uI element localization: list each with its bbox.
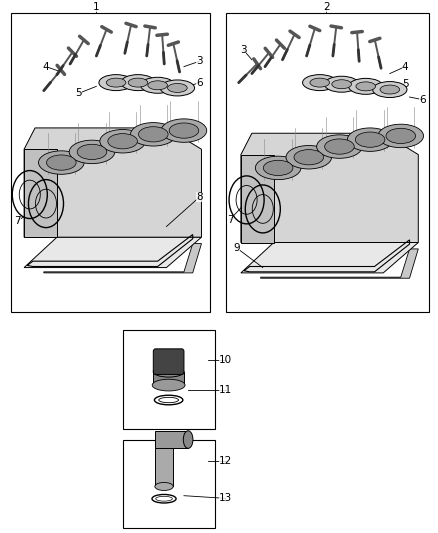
Ellipse shape bbox=[148, 81, 167, 90]
Text: 9: 9 bbox=[233, 243, 240, 253]
Text: 10: 10 bbox=[219, 355, 232, 365]
Polygon shape bbox=[44, 244, 201, 273]
Ellipse shape bbox=[373, 82, 407, 98]
Ellipse shape bbox=[168, 84, 187, 92]
Text: 2: 2 bbox=[323, 2, 330, 12]
Bar bbox=[226, 13, 429, 312]
Ellipse shape bbox=[303, 75, 337, 91]
Ellipse shape bbox=[152, 379, 185, 391]
Ellipse shape bbox=[121, 75, 155, 91]
Ellipse shape bbox=[155, 482, 173, 490]
Ellipse shape bbox=[99, 75, 133, 91]
Ellipse shape bbox=[294, 150, 324, 165]
Ellipse shape bbox=[380, 85, 399, 94]
Ellipse shape bbox=[325, 139, 354, 154]
Ellipse shape bbox=[39, 151, 84, 174]
Text: 3: 3 bbox=[240, 45, 247, 54]
Ellipse shape bbox=[108, 134, 138, 149]
Bar bbox=[11, 13, 210, 312]
Text: 7: 7 bbox=[226, 215, 233, 224]
Ellipse shape bbox=[310, 78, 329, 87]
Polygon shape bbox=[261, 249, 418, 278]
Bar bbox=[123, 440, 215, 528]
Polygon shape bbox=[24, 149, 57, 237]
Ellipse shape bbox=[355, 132, 385, 147]
Text: 7: 7 bbox=[14, 216, 21, 226]
Text: 12: 12 bbox=[219, 456, 232, 466]
Ellipse shape bbox=[255, 156, 301, 180]
Text: 8: 8 bbox=[196, 192, 203, 202]
Bar bbox=[155, 431, 188, 448]
Text: 11: 11 bbox=[219, 385, 232, 395]
Ellipse shape bbox=[69, 140, 115, 164]
Text: 6: 6 bbox=[419, 95, 426, 104]
Bar bbox=[123, 330, 215, 429]
Ellipse shape bbox=[160, 80, 194, 96]
Text: 3: 3 bbox=[196, 56, 203, 66]
Polygon shape bbox=[241, 243, 418, 273]
Ellipse shape bbox=[138, 127, 168, 142]
Ellipse shape bbox=[106, 78, 126, 87]
Ellipse shape bbox=[141, 77, 175, 93]
Bar bbox=[153, 372, 184, 385]
Ellipse shape bbox=[153, 367, 184, 377]
Text: 1: 1 bbox=[93, 2, 100, 12]
Ellipse shape bbox=[100, 130, 145, 153]
Ellipse shape bbox=[356, 82, 375, 91]
Ellipse shape bbox=[349, 78, 383, 94]
Text: 4: 4 bbox=[402, 62, 409, 71]
Ellipse shape bbox=[317, 135, 362, 158]
Ellipse shape bbox=[169, 123, 199, 138]
Ellipse shape bbox=[128, 78, 148, 87]
Ellipse shape bbox=[378, 124, 424, 148]
Polygon shape bbox=[241, 155, 274, 243]
Ellipse shape bbox=[347, 128, 393, 151]
Ellipse shape bbox=[77, 144, 107, 159]
Ellipse shape bbox=[286, 146, 332, 169]
Ellipse shape bbox=[131, 123, 176, 146]
Text: 6: 6 bbox=[196, 78, 203, 87]
Ellipse shape bbox=[325, 76, 359, 92]
Ellipse shape bbox=[332, 80, 351, 88]
Polygon shape bbox=[24, 128, 201, 237]
Ellipse shape bbox=[386, 128, 416, 143]
Polygon shape bbox=[24, 237, 201, 268]
Text: 5: 5 bbox=[75, 88, 82, 98]
Ellipse shape bbox=[46, 155, 76, 170]
Polygon shape bbox=[241, 133, 418, 243]
Text: 13: 13 bbox=[219, 494, 232, 503]
FancyBboxPatch shape bbox=[153, 349, 184, 374]
Ellipse shape bbox=[161, 119, 207, 142]
Bar bbox=[155, 448, 173, 487]
Text: 5: 5 bbox=[402, 79, 409, 88]
Ellipse shape bbox=[183, 431, 193, 448]
Text: 4: 4 bbox=[42, 62, 49, 71]
Ellipse shape bbox=[263, 160, 293, 175]
